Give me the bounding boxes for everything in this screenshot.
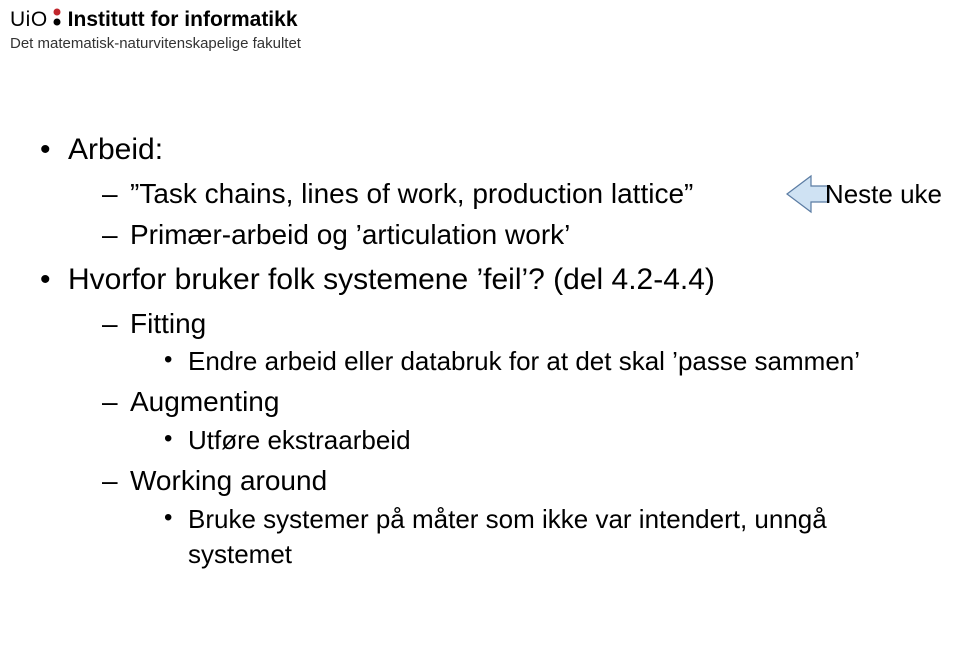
list-item-label: Endre arbeid eller databruk for at det s… <box>188 346 860 376</box>
institute-name: Institutt for informatikk <box>68 8 298 32</box>
list-item: Primær-arbeid og ’articulation work’ <box>102 216 930 254</box>
sub-sub-list: Bruke systemer på måter som ikke var int… <box>130 502 930 572</box>
list-item-label: Augmenting <box>130 386 279 417</box>
header-line-1: UiO Institutt for informatikk <box>10 6 301 33</box>
slide-content: Arbeid: ”Task chains, lines of work, prod… <box>40 130 930 578</box>
sub-list: Fitting Endre arbeid eller databruk for a… <box>68 305 930 573</box>
list-item-label: Utføre ekstraarbeid <box>188 425 411 455</box>
sub-sub-list: Utføre ekstraarbeid <box>130 423 930 458</box>
list-item: Augmenting Utføre ekstraarbeid <box>102 383 930 458</box>
list-item-label: Fitting <box>130 308 206 339</box>
list-item: Fitting Endre arbeid eller databruk for a… <box>102 305 930 380</box>
slide-header: UiO Institutt for informatikk Det matema… <box>10 6 301 52</box>
list-item-label: Hvorfor bruker folk systemene ’feil’? (d… <box>68 263 715 296</box>
list-item: Bruke systemer på måter som ikke var int… <box>164 502 930 572</box>
sub-sub-list: Endre arbeid eller databruk for at det s… <box>130 344 930 379</box>
uio-dots-icon <box>52 6 62 33</box>
bullet-list: Arbeid: ”Task chains, lines of work, prod… <box>40 130 930 572</box>
list-item: Endre arbeid eller databruk for at det s… <box>164 344 930 379</box>
list-item: ”Task chains, lines of work, production … <box>102 175 930 213</box>
list-item-label: Working around <box>130 465 327 496</box>
list-item: Arbeid: ”Task chains, lines of work, prod… <box>40 130 930 254</box>
faculty-name: Det matematisk-naturvitenskapelige fakul… <box>10 35 301 52</box>
list-item: Utføre ekstraarbeid <box>164 423 930 458</box>
list-item-label: Bruke systemer på måter som ikke var int… <box>188 504 827 569</box>
list-item: Working around Bruke systemer på måter so… <box>102 462 930 572</box>
list-item-label: Arbeid: <box>68 133 163 166</box>
list-item: Hvorfor bruker folk systemene ’feil’? (d… <box>40 260 930 572</box>
sub-list: ”Task chains, lines of work, production … <box>68 175 930 255</box>
list-item-label: Primær-arbeid og ’articulation work’ <box>130 219 570 250</box>
list-item-label: ”Task chains, lines of work, production … <box>130 178 693 209</box>
org-name: UiO <box>10 8 48 32</box>
